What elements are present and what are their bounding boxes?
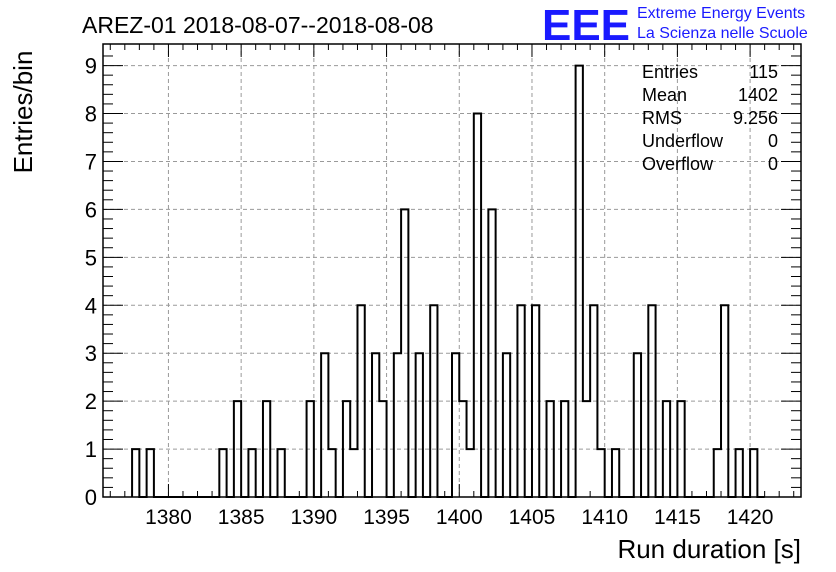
- axes: 1380 1385 1390 1395 1400 1405 1410 1415 1420 0 1 2 3…: [85, 43, 802, 529]
- histogram-bin-13: [321, 353, 328, 497]
- plot-frame: [102, 43, 802, 498]
- histogram-bars: [131, 64, 765, 498]
- histogram-bin-37: [503, 353, 510, 497]
- x-tick-label-1400: 1400: [436, 506, 483, 529]
- stats-underflow-value: 0: [768, 131, 778, 151]
- histogram-bin-30: [452, 353, 459, 497]
- y-tick-label-2: 2: [85, 389, 97, 414]
- histogram-bin-6: [248, 449, 255, 497]
- histogram-bin-26: [416, 353, 423, 497]
- stats-entries-label: Entries: [642, 62, 698, 82]
- eee-logo: EEE Extreme Energy Events La Scienza nel…: [542, 1, 808, 50]
- y-tick-label-0: 0: [85, 485, 97, 510]
- x-tick-label-1420: 1420: [727, 506, 774, 529]
- y-tick-label-3: 3: [85, 341, 97, 366]
- chart-title: AREZ-01 2018-08-07--2018-08-08: [82, 12, 434, 38]
- histogram-bin-64: [736, 449, 743, 497]
- histogram-bin-14: [328, 449, 335, 497]
- x-tick-label-1385: 1385: [218, 506, 265, 529]
- stats-underflow-label: Underflow: [642, 131, 724, 151]
- histogram-bin-2: [219, 449, 226, 497]
- logo-line-2: La Scienza nelle Scuole: [637, 25, 808, 42]
- y-tick-label-4: 4: [85, 293, 97, 318]
- histogram-bin-61: [714, 449, 721, 497]
- y-tick-label-6: 6: [85, 197, 97, 222]
- stats-mean-value: 1402: [738, 85, 778, 105]
- stats-entries-value: 115: [749, 62, 778, 82]
- histogram-bin-53: [634, 353, 641, 497]
- stats-overflow-label: Overflow: [642, 154, 714, 174]
- x-tick-label-1410: 1410: [581, 506, 628, 529]
- stats-rms-value: 9.256: [733, 108, 778, 128]
- stats-mean-label: Mean: [642, 85, 687, 105]
- histogram-bin-23: [394, 353, 401, 497]
- x-tick-label-1395: 1395: [363, 506, 410, 529]
- histogram-bin-32: [467, 449, 474, 497]
- stats-rms-label: RMS: [642, 108, 682, 128]
- histogram-bin-47: [576, 66, 583, 497]
- x-tick-label-1390: 1390: [290, 506, 337, 529]
- histogram-bin-66: [750, 449, 757, 497]
- y-tick-label-8: 8: [85, 102, 97, 127]
- y-tick-label-7: 7: [85, 149, 97, 174]
- x-tick-label-1380: 1380: [145, 506, 192, 529]
- histogram-bin-51: [612, 449, 619, 497]
- logo-eee-letters: EEE: [542, 1, 630, 50]
- stats-overflow-value: 0: [768, 154, 778, 174]
- histogram-bin-50: [597, 449, 604, 497]
- y-tick-label-1: 1: [85, 437, 97, 462]
- histogram-bin-1: [147, 449, 154, 497]
- histogram-bin-0: [132, 449, 139, 497]
- y-axis-label: Entries/bin: [8, 51, 38, 174]
- x-axis-label: Run duration [s]: [617, 534, 801, 564]
- x-tick-label-1415: 1415: [654, 506, 701, 529]
- x-tick-label-1405: 1405: [509, 506, 556, 529]
- histogram-bin-17: [350, 449, 357, 497]
- histogram-bin-20: [372, 353, 379, 497]
- logo-line-1: Extreme Energy Events: [637, 5, 805, 22]
- y-tick-label-5: 5: [85, 245, 97, 270]
- histogram-bin-10: [278, 449, 285, 497]
- y-tick-label-9: 9: [85, 54, 97, 79]
- stats-box: Entries 115 Mean 1402 RMS 9.256 Underflo…: [642, 62, 778, 174]
- histogram-outline: [131, 64, 765, 498]
